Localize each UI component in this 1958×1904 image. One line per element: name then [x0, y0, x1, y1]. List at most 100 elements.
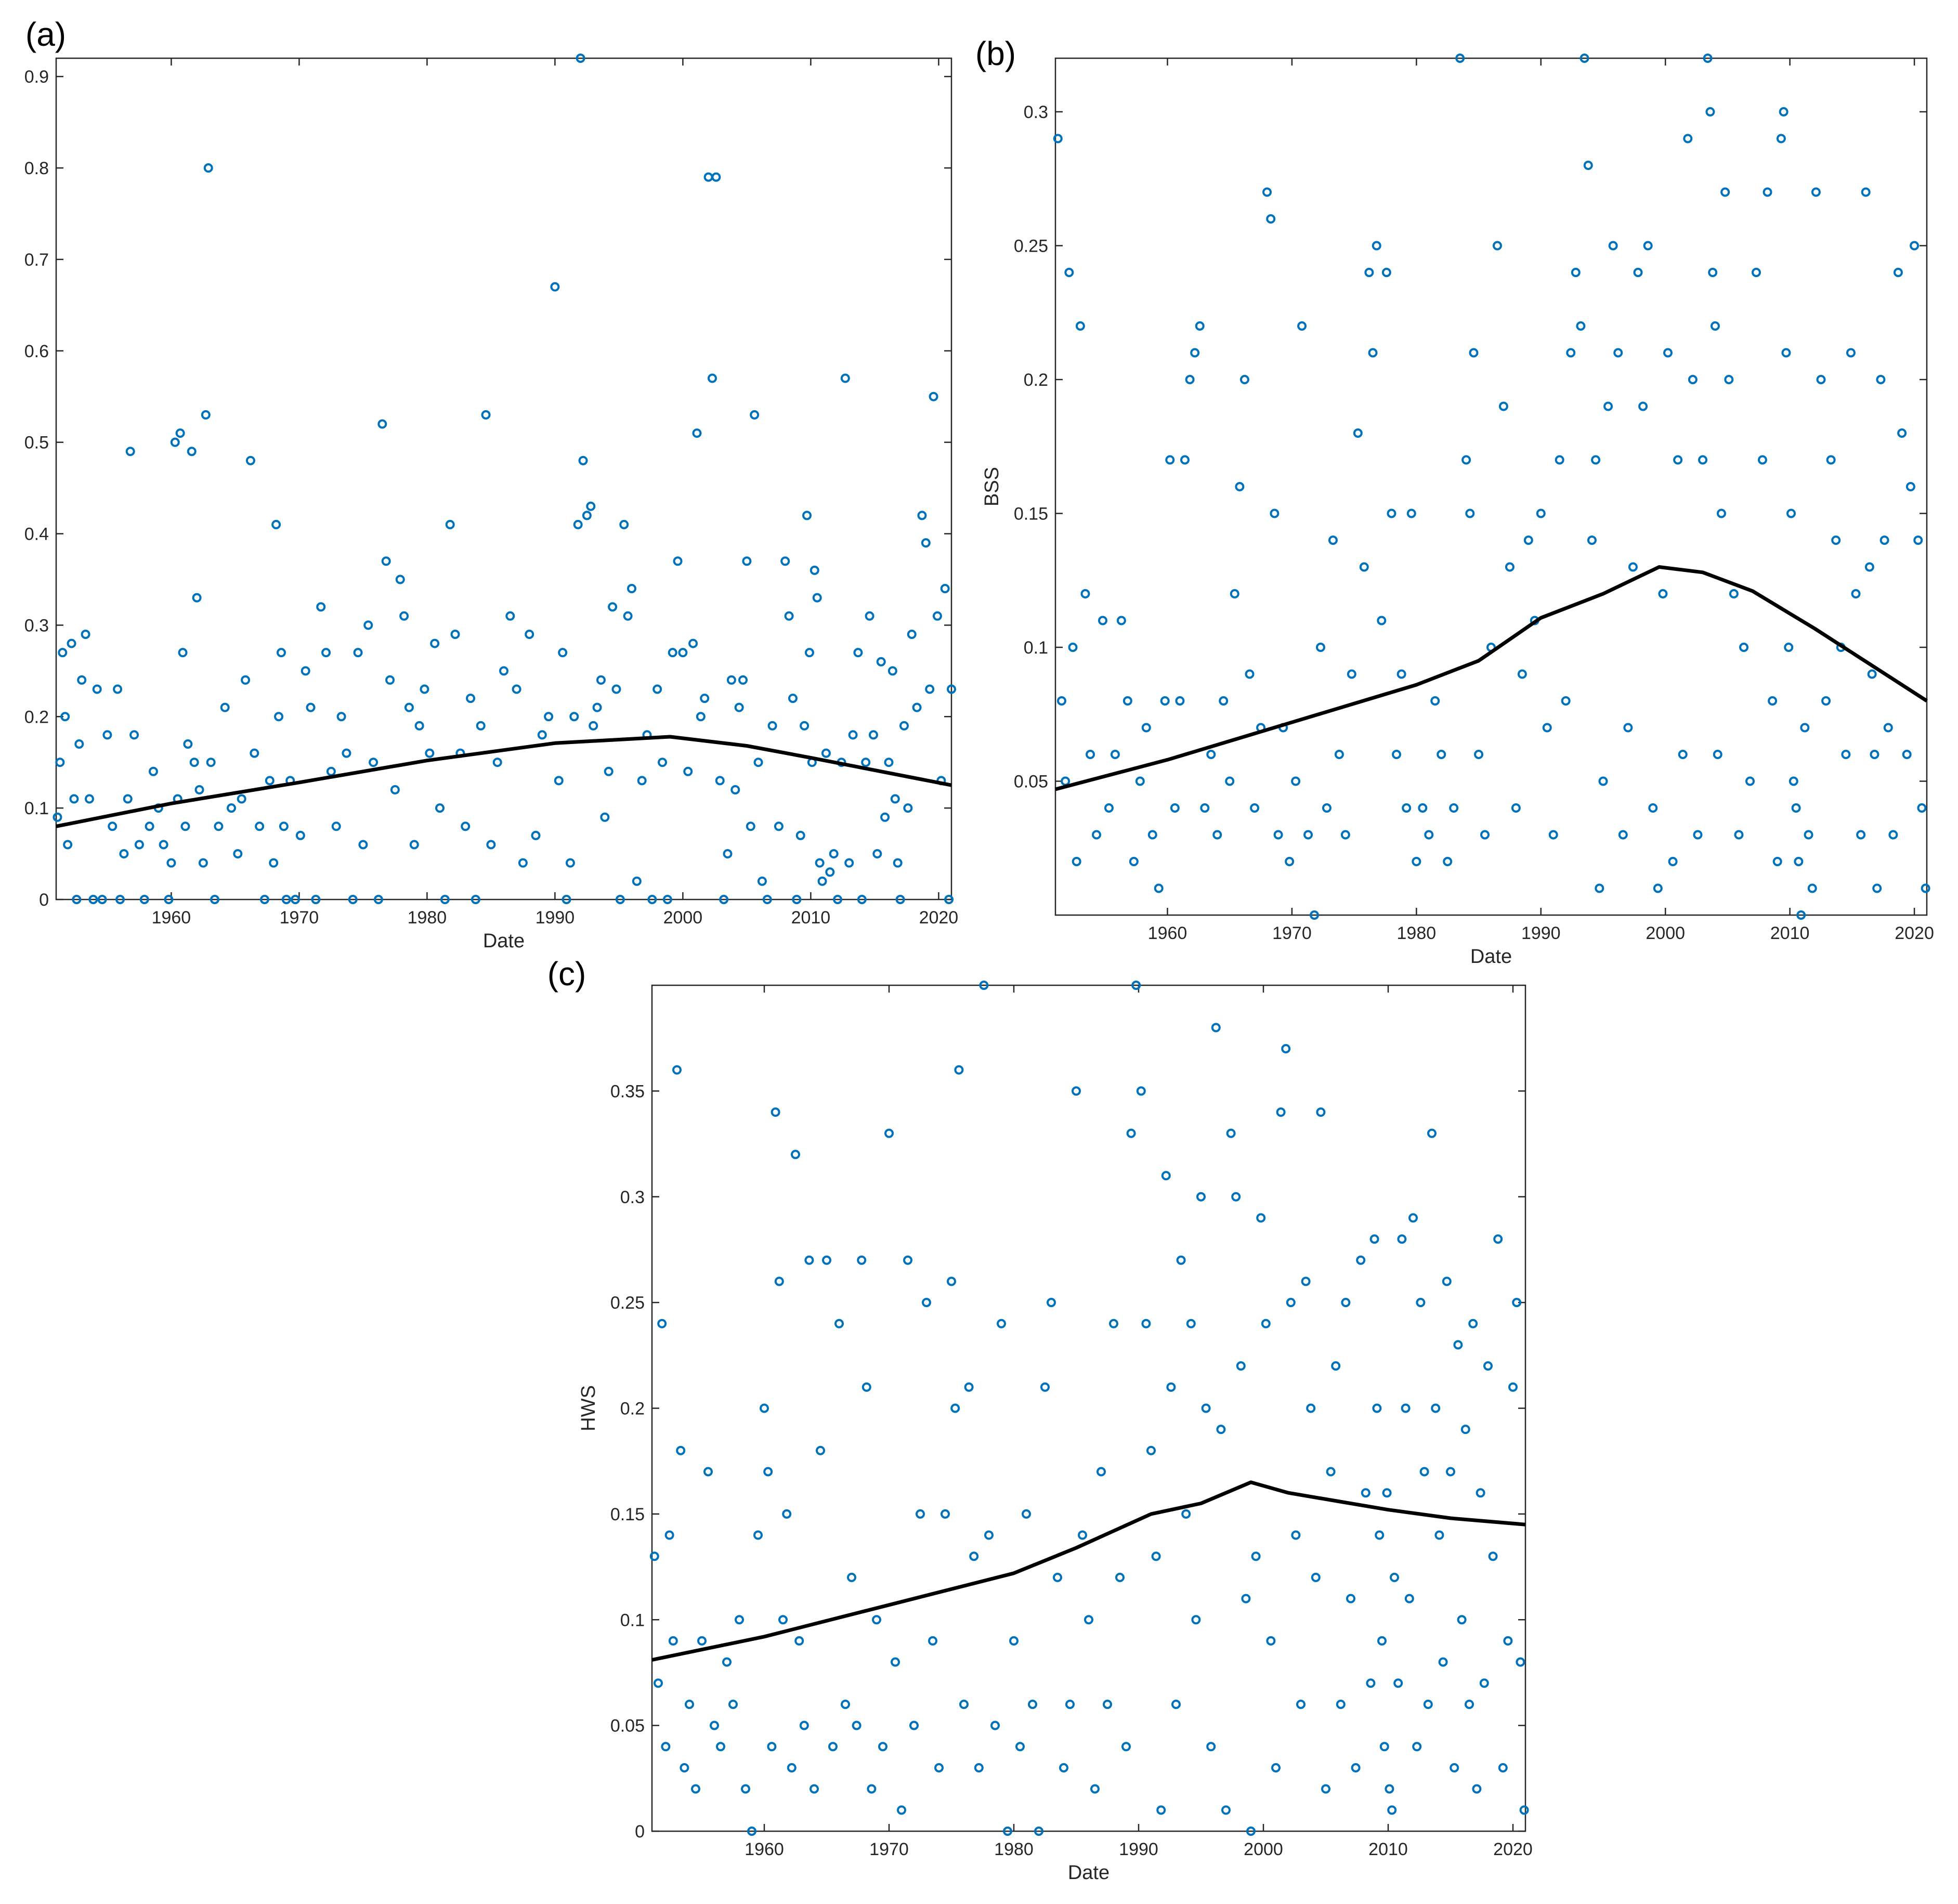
x-axis-label-a: Date	[483, 930, 525, 952]
data-point-c	[1326, 1467, 1336, 1477]
data-point-b	[1821, 696, 1831, 706]
x-tick-label-a: 2020	[919, 908, 959, 928]
data-point-a	[907, 629, 917, 639]
data-point-c	[984, 1530, 994, 1540]
data-point-b	[1273, 830, 1283, 840]
data-point-b	[1703, 54, 1713, 63]
panel-a: (a) 1960 1970 1980 1990 2000 2010 2020 0 0.1 0.2 0.…	[0, 16, 958, 952]
data-point-c	[847, 1572, 856, 1582]
data-point-c	[1236, 1361, 1246, 1371]
data-point-b	[1266, 214, 1276, 224]
data-point-a	[719, 895, 729, 904]
data-point-a	[707, 373, 717, 383]
data-point-a	[187, 447, 197, 457]
data-point-a	[245, 455, 255, 465]
data-point-a	[276, 648, 286, 658]
data-point-c	[1503, 1636, 1513, 1646]
panel-label-c: (c)	[547, 955, 586, 993]
y-tick-label-a: 0	[39, 890, 49, 910]
data-point-c	[1271, 1763, 1281, 1772]
data-point-c	[747, 1827, 756, 1836]
data-point-b	[1856, 830, 1866, 840]
data-point-a	[757, 876, 767, 886]
data-point-b	[1418, 803, 1428, 813]
data-point-c	[1191, 1615, 1201, 1625]
data-point-c	[1072, 1086, 1081, 1096]
data-point-a	[279, 821, 289, 831]
data-point-b	[1872, 883, 1882, 893]
data-point-c	[1512, 1298, 1522, 1308]
data-point-b	[1683, 134, 1693, 144]
data-point-c	[1375, 1530, 1385, 1540]
data-point-b	[1517, 669, 1527, 679]
data-point-b	[1245, 669, 1255, 679]
data-point-a	[164, 895, 174, 904]
data-point-b	[1230, 589, 1239, 598]
data-point-b	[1297, 321, 1307, 331]
data-point-b	[1492, 241, 1502, 251]
data-point-b	[1888, 830, 1898, 840]
data-point-a	[214, 821, 224, 831]
data-point-a	[331, 821, 341, 831]
data-point-c	[664, 1530, 674, 1540]
data-point-b	[1291, 776, 1301, 786]
data-point-b	[1658, 589, 1668, 598]
data-point-c	[1479, 1678, 1489, 1688]
data-point-a	[450, 629, 460, 639]
data-point-b	[1648, 803, 1658, 813]
data-point-c	[1201, 1403, 1211, 1413]
data-point-a	[381, 556, 391, 566]
data-point-a	[134, 840, 144, 850]
data-point-b	[1791, 803, 1801, 813]
data-point-a	[868, 730, 878, 740]
data-point-c	[774, 1276, 784, 1286]
data-point-b	[1056, 696, 1066, 706]
data-point-b	[1776, 134, 1786, 144]
data-point-b	[1883, 723, 1893, 733]
data-point-a	[576, 54, 585, 63]
data-point-b	[1784, 643, 1794, 652]
data-point-a	[129, 730, 139, 740]
data-point-a	[550, 282, 560, 292]
data-point-a	[125, 447, 135, 457]
data-point-c	[672, 1065, 682, 1075]
data-point-a	[903, 803, 913, 813]
data-point-b	[1430, 696, 1440, 706]
data-point-c	[1136, 1086, 1146, 1096]
data-point-c	[1387, 1805, 1397, 1815]
data-point-a	[237, 794, 246, 804]
data-point-b	[1807, 883, 1817, 893]
data-point-b	[1598, 776, 1608, 786]
data-point-c	[1457, 1615, 1467, 1625]
data-point-a	[696, 712, 706, 722]
data-point-c	[741, 1784, 750, 1794]
y-tick-label-b: 0.15	[1014, 504, 1048, 524]
data-point-b	[1870, 750, 1879, 759]
data-point-a	[596, 675, 606, 685]
data-point-c	[1450, 1763, 1459, 1772]
data-point-b	[1591, 455, 1601, 465]
data-point-c	[1306, 1403, 1316, 1413]
data-point-a	[872, 849, 882, 859]
data-point-c	[903, 1255, 912, 1265]
data-point-b	[1566, 348, 1576, 358]
data-point-a	[63, 840, 73, 850]
panel-c: (c) 1960 1970 1980 1990 2000 2010 2020 0 0.05 0.1 0…	[547, 955, 1533, 1884]
x-tick-label-a: 1970	[280, 908, 319, 928]
data-point-b	[1876, 375, 1886, 384]
data-point-c	[852, 1720, 861, 1730]
data-point-a	[466, 694, 476, 703]
data-point-b	[1377, 616, 1387, 625]
data-point-a	[269, 858, 279, 868]
data-point-b	[1443, 857, 1453, 866]
data-point-b	[1902, 750, 1912, 759]
data-point-b	[1315, 643, 1325, 652]
data-point-c	[1186, 1319, 1196, 1328]
data-point-c	[1336, 1699, 1346, 1709]
y-tick-label-c: 0.2	[620, 1399, 645, 1419]
data-point-c	[1423, 1699, 1433, 1709]
data-point-b	[1705, 107, 1715, 116]
data-point-a	[821, 748, 831, 758]
data-point-a	[531, 830, 541, 840]
data-point-c	[861, 1382, 871, 1392]
